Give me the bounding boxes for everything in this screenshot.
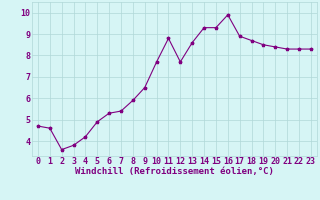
X-axis label: Windchill (Refroidissement éolien,°C): Windchill (Refroidissement éolien,°C) [75, 167, 274, 176]
